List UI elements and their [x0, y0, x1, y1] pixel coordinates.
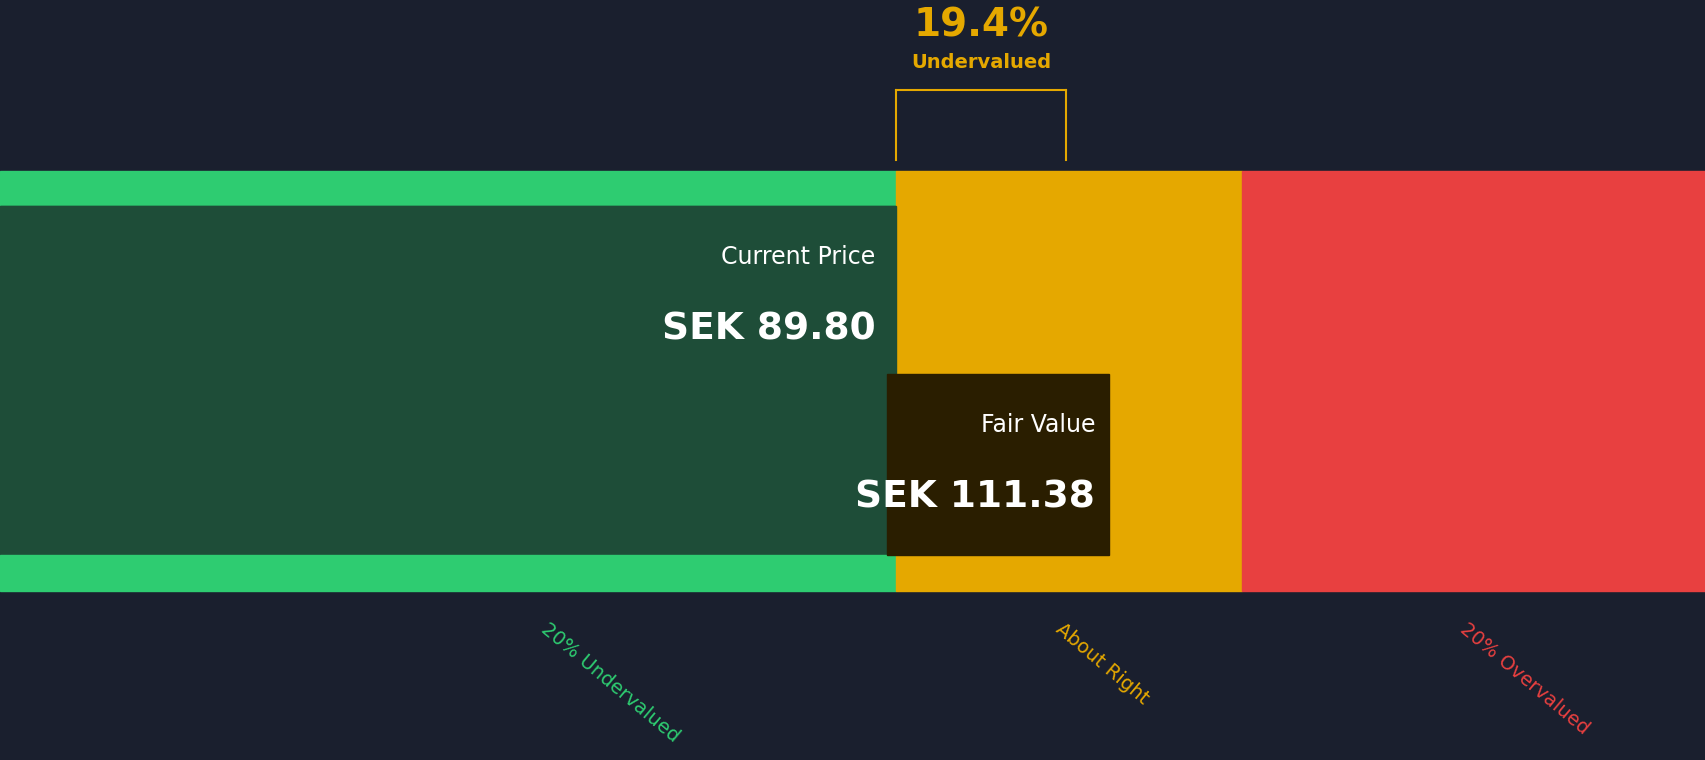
Bar [0, 556, 895, 591]
Text: 20% Undervalued: 20% Undervalued [537, 619, 682, 746]
Text: SEK 111.38: SEK 111.38 [854, 480, 1095, 515]
Bar [887, 374, 1108, 556]
Bar [0, 170, 895, 206]
Text: Undervalued: Undervalued [910, 53, 1050, 72]
Text: About Right: About Right [1050, 619, 1151, 708]
Text: 20% Overvalued: 20% Overvalued [1456, 619, 1592, 738]
Text: SEK 89.80: SEK 89.80 [662, 312, 875, 347]
Text: Current Price: Current Price [721, 245, 875, 269]
Bar [1241, 170, 1705, 591]
Text: Fair Value: Fair Value [980, 413, 1095, 436]
Bar [0, 206, 895, 388]
Bar [895, 170, 1241, 591]
Bar [0, 206, 895, 556]
Text: 19.4%: 19.4% [912, 6, 1049, 44]
